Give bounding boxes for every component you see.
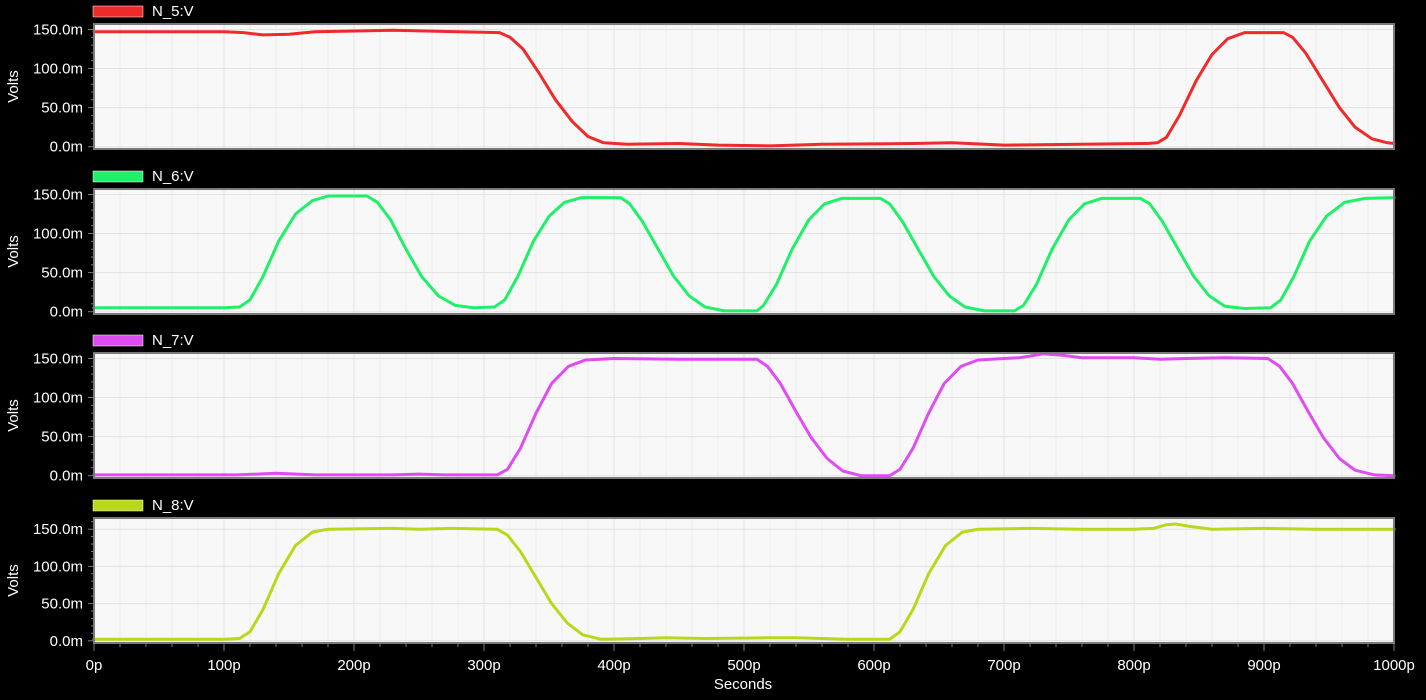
plot-border-1 [93,23,1395,150]
y-tick-label: 150.0m [33,22,83,39]
x-tick-label: 800p [1117,657,1150,674]
y-tick-label: 0.0m [50,139,83,156]
y-tick-label: 50.0m [41,265,83,282]
x-tick-label: 400p [597,657,630,674]
y-tick-label: 0.0m [50,304,83,321]
series-line-n6v [92,194,1396,313]
y-tick-label: 100.0m [33,390,83,407]
y-axis-title: Volts [5,70,22,103]
legend-swatch [92,170,144,183]
y-tick-label: 0.0m [50,633,83,650]
x-tick-label: 900p [1247,657,1280,674]
y-tick-label: 50.0m [41,100,83,117]
x-tick-label: 100p [207,657,240,674]
x-axis-title: Seconds [714,676,772,693]
y-tick-label: 100.0m [33,61,83,78]
plot-border-3 [93,352,1395,479]
y-axis-title: Volts [5,399,22,432]
y-tick-label: 50.0m [41,596,83,613]
y-axis-title: Volts [5,235,22,268]
x-tick-label: 500p [727,657,760,674]
legend-swatch [92,334,144,347]
legend-label: N_7:V [152,332,194,349]
x-tick-label: 300p [467,657,500,674]
series-line-n7v [92,352,1396,478]
legend-swatch [92,499,144,512]
x-tick-label: 1000p [1373,657,1415,674]
x-tick-label: 0p [86,657,103,674]
legend-label: N_8:V [152,497,194,514]
x-tick-label: 700p [987,657,1020,674]
y-axis-title: Volts [5,564,22,597]
y-tick-label: 50.0m [41,429,83,446]
legend-swatch [92,5,144,18]
x-tick-label: 200p [337,657,370,674]
y-tick-label: 150.0m [33,521,83,538]
y-tick-label: 100.0m [33,558,83,575]
y-tick-label: 0.0m [50,468,83,485]
series-line-n8v [92,522,1396,641]
y-tick-label: 150.0m [33,351,83,368]
plot-border-2 [93,188,1395,315]
y-tick-label: 100.0m [33,226,83,243]
y-tick-label: 150.0m [33,187,83,204]
legend-label: N_6:V [152,168,194,185]
x-tick-label: 600p [857,657,890,674]
legend-label: N_5:V [152,3,194,20]
series-line-n5v [92,28,1396,148]
